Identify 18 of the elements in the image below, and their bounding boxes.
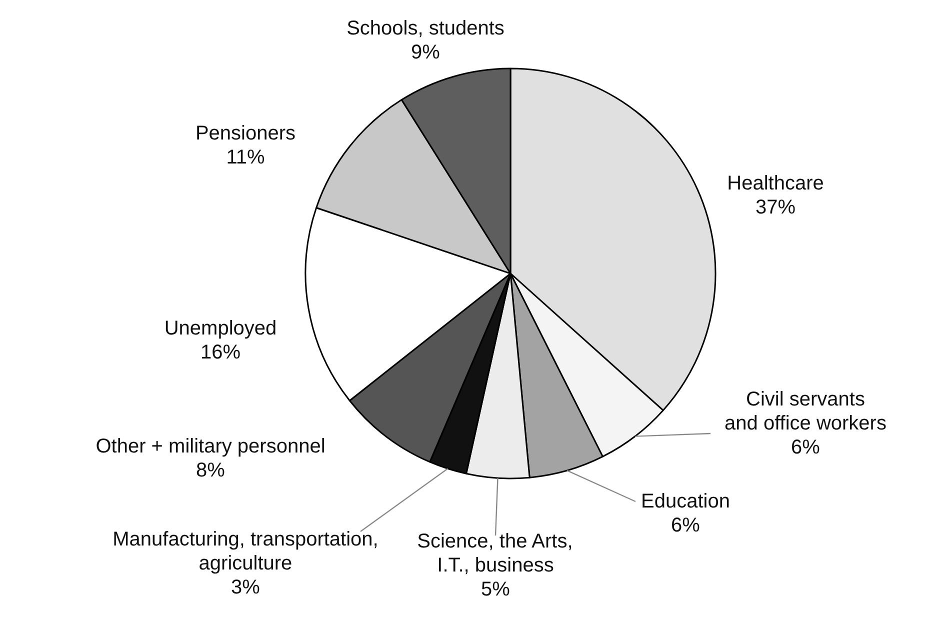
slice-label: Other + military personnel bbox=[96, 435, 326, 458]
data-label: 16% bbox=[200, 342, 241, 364]
slice-label: Healthcare bbox=[727, 172, 824, 194]
slice-label: Manufacturing, transportation, agriculture bbox=[112, 528, 378, 574]
data-label: 5% bbox=[481, 578, 510, 601]
data-label: 8% bbox=[196, 460, 226, 482]
slice-label: Pensioners bbox=[195, 122, 296, 144]
data-label: 6% bbox=[671, 514, 700, 537]
data-label: 3% bbox=[231, 576, 260, 599]
slice-label: Education bbox=[641, 490, 730, 512]
data-label: 9% bbox=[411, 42, 440, 64]
slice-label: Civil servants and office workers bbox=[724, 388, 886, 434]
slice-label: Schools, students bbox=[346, 17, 504, 40]
data-label: 6% bbox=[791, 436, 820, 459]
data-label: 11% bbox=[226, 146, 265, 169]
slice-label: Unemployed bbox=[164, 317, 277, 340]
slice-label: Science, the Arts, I.T., business bbox=[417, 530, 573, 576]
data-label: 37% bbox=[755, 196, 796, 219]
